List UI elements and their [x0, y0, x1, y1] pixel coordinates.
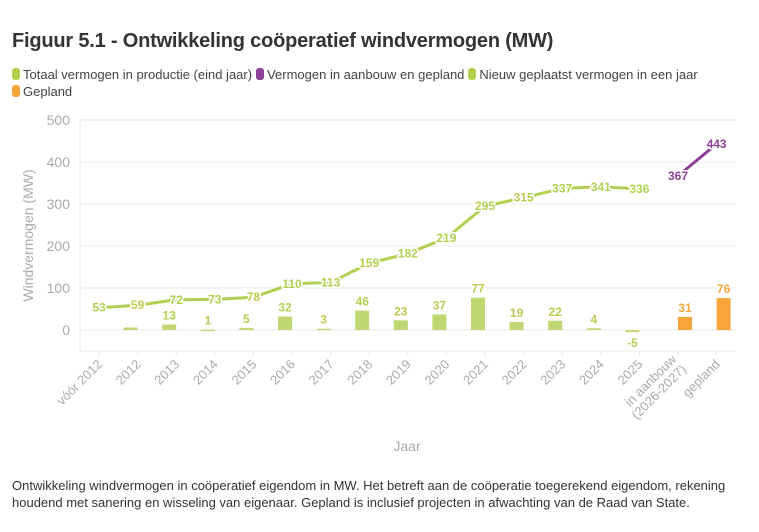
line-data-label: 336 — [629, 182, 649, 196]
legend-item[interactable]: Vermogen in aanbouw en gepland — [256, 66, 464, 83]
bar-data-label: 31 — [678, 301, 692, 315]
series-line — [677, 142, 718, 178]
x-tick-label: 2024 — [576, 357, 607, 388]
x-tick-label: gepland — [679, 357, 722, 400]
bar — [393, 320, 408, 330]
bar — [316, 328, 331, 331]
x-tick-label: 2018 — [344, 357, 375, 388]
x-axis-title: Jaar — [393, 438, 421, 454]
bar — [716, 298, 731, 330]
line-data-label: 53 — [92, 301, 106, 315]
y-tick-label: 0 — [62, 322, 70, 338]
y-tick-label: 200 — [47, 238, 71, 254]
line-data-label: 367 — [668, 169, 688, 183]
bar — [625, 330, 640, 333]
bar-data-label: 1 — [204, 314, 211, 328]
line-data-label: 73 — [208, 292, 222, 306]
line-data-label: 110 — [282, 277, 302, 291]
x-tick-label: 2013 — [151, 357, 182, 388]
bar — [678, 316, 692, 330]
bar — [509, 322, 524, 330]
bar-data-label: 19 — [510, 306, 524, 320]
legend-swatch — [12, 68, 20, 80]
x-tick-label: 2012 — [113, 357, 144, 388]
legend-label: Totaal vermogen in productie (eind jaar) — [23, 67, 253, 82]
legend-item[interactable]: Totaal vermogen in productie (eind jaar) — [12, 66, 252, 83]
legend-label: Vermogen in aanbouw en gepland — [267, 67, 465, 82]
line-data-label: 295 — [475, 199, 495, 213]
line-data-label: 315 — [514, 191, 534, 205]
bar-data-label: 23 — [394, 304, 408, 318]
bar — [200, 329, 215, 332]
line-data-label: 182 — [398, 247, 418, 261]
caption: Ontwikkeling windvermogen in coöperatief… — [12, 478, 726, 510]
bar-data-label: 5 — [243, 312, 250, 326]
legend-swatch — [468, 68, 477, 80]
x-tick-label: 2020 — [421, 357, 452, 388]
bar-data-label: 77 — [471, 282, 485, 296]
bar — [432, 314, 447, 330]
bar — [586, 328, 601, 330]
bar — [123, 327, 138, 330]
x-tick-label: vóór 2012 — [54, 357, 105, 408]
bar-data-label: 37 — [433, 298, 447, 312]
y-axis-title: Windvermogen (MW) — [20, 169, 36, 301]
bar-data-label: 22 — [549, 305, 563, 319]
legend-swatch — [256, 68, 265, 80]
bar — [162, 324, 177, 330]
legend-label: Nieuw geplaatst vermogen in een jaar — [479, 67, 698, 82]
legend: Totaal vermogen in productie (eind jaar)… — [12, 66, 752, 100]
line-data-label: 113 — [321, 276, 341, 290]
bar-data-label: 76 — [717, 282, 731, 296]
y-tick-label: 300 — [47, 196, 71, 212]
y-tick-label: 100 — [47, 280, 71, 296]
chart: 0 100 200 300 400 500 Windvermogen (MW) Jaar vóó… — [20, 112, 736, 454]
legend-item[interactable]: Nieuw geplaatst vermogen in een jaar — [468, 66, 698, 83]
y-tick-label: 500 — [47, 112, 71, 128]
bar-data-label: 3 — [320, 313, 327, 327]
bar-data-label: 46 — [356, 295, 370, 309]
bar — [548, 320, 563, 330]
line-data-label: 337 — [552, 181, 572, 195]
x-tick-label: 2021 — [460, 357, 491, 388]
line-data-label: 78 — [247, 290, 261, 304]
line-data-label: 59 — [131, 298, 145, 312]
line-data-label: 159 — [359, 256, 379, 270]
x-tick-label: 2022 — [499, 357, 530, 388]
bar-data-label: 32 — [278, 301, 292, 315]
chart-title: Figuur 5.1 - Ontwikkeling coöperatief wi… — [12, 30, 554, 52]
x-tick-label: 2023 — [537, 357, 568, 388]
bar — [239, 327, 254, 330]
line-data-label: 443 — [707, 137, 727, 151]
legend-item[interactable]: Gepland — [12, 83, 72, 100]
x-tick-label: 2019 — [383, 357, 414, 388]
x-tick-label: 2017 — [306, 357, 337, 388]
bar — [471, 297, 485, 330]
series-line — [98, 185, 640, 310]
x-tick-label: 2015 — [228, 357, 259, 388]
line-data-label: 72 — [170, 293, 184, 307]
line-data-label: 341 — [591, 180, 611, 194]
x-tick-label: 2016 — [267, 357, 298, 388]
legend-swatch — [12, 85, 20, 97]
legend-label: Gepland — [23, 84, 73, 99]
bar-data-label: 13 — [163, 309, 177, 323]
y-tick-label: 400 — [47, 154, 71, 170]
x-tick-label: 2014 — [190, 357, 221, 388]
bar — [278, 316, 292, 330]
line-data-label: 219 — [436, 231, 456, 245]
bar-data-label: 4 — [590, 312, 597, 326]
bar — [355, 310, 370, 330]
bar-data-label: -5 — [627, 336, 638, 350]
